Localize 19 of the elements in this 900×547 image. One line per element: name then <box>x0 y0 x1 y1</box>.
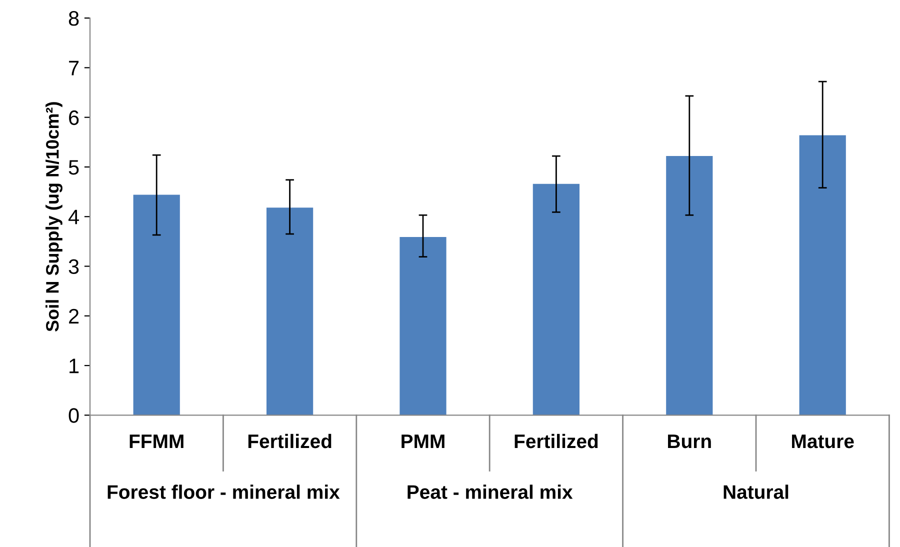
y-tick-label: 7 <box>69 60 79 76</box>
y-axis-title: Soil N Supply (ug N/10cm²) <box>46 102 62 332</box>
text: Forest floor - mineral mix <box>108 484 340 499</box>
y-tick-label: 6 <box>69 110 79 126</box>
x-tick-label: FFMM <box>130 434 184 448</box>
x-tick-label: Mature <box>792 434 854 448</box>
y-tick-label: 0 <box>68 408 79 423</box>
y-tick-label: 1 <box>70 358 79 374</box>
x-tick-label: PMM <box>402 434 444 448</box>
x-tick-label: Burn <box>668 434 711 448</box>
y-tick-label: 2 <box>69 308 79 324</box>
text: Natural <box>724 484 788 499</box>
y-tick-label: 4 <box>68 210 79 224</box>
text: Peat - mineral mix <box>408 484 573 499</box>
y-tick-label: 3 <box>68 259 79 274</box>
y-tick-label: 5 <box>68 160 79 175</box>
x-tick-label: Fertilized <box>514 434 598 448</box>
y-tick-label: 8 <box>68 11 79 26</box>
x-tick-label: Fertilized <box>248 434 332 448</box>
